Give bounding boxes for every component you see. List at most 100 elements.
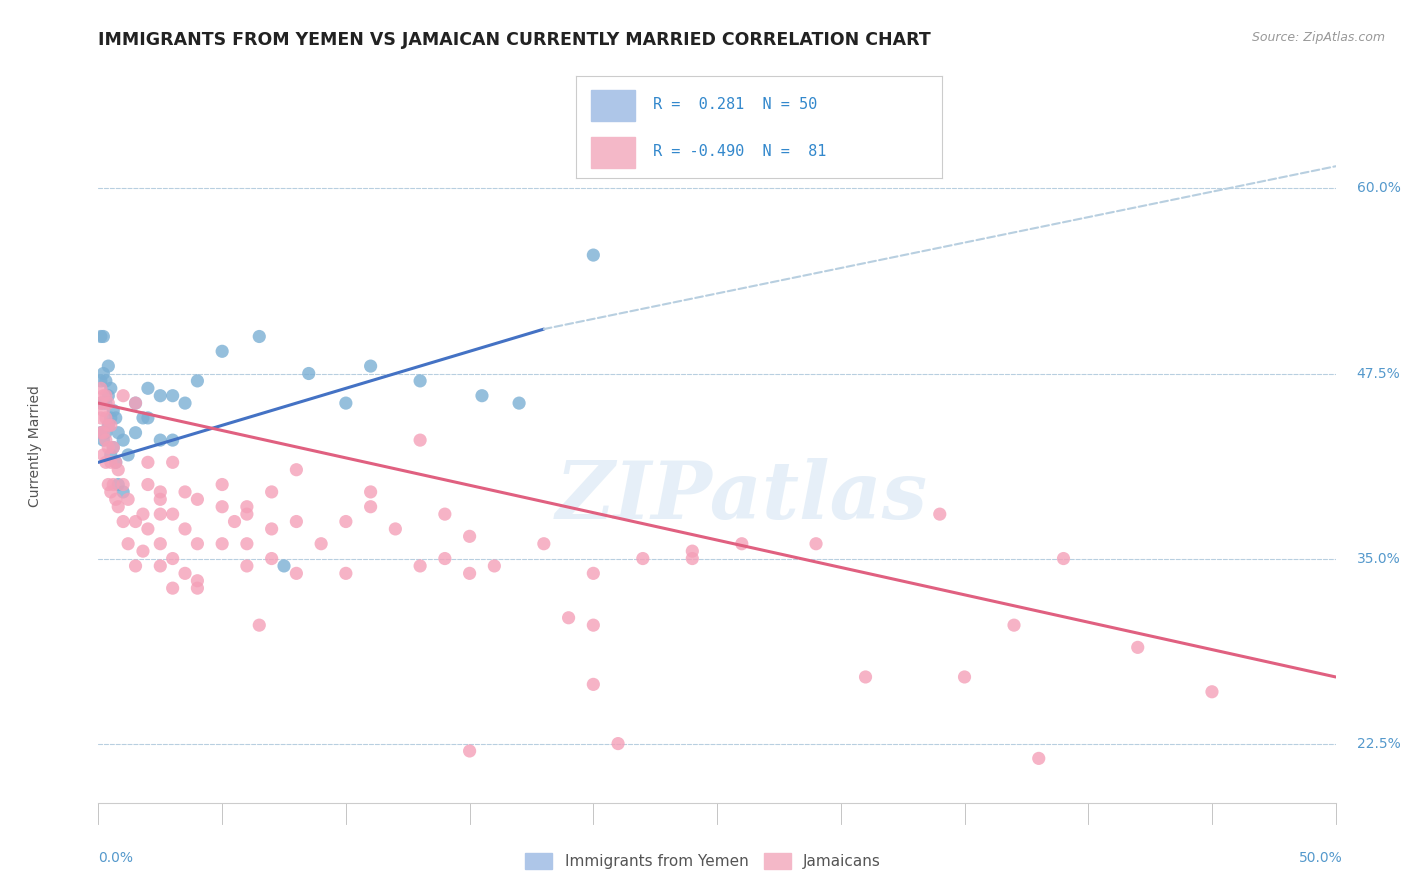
Text: Currently Married: Currently Married [28,385,42,507]
Point [1002,618,1025,632]
Point [335,566,357,581]
FancyBboxPatch shape [591,90,636,121]
Point [124,396,146,410]
Point [90,329,112,343]
Point [149,507,172,521]
Point [136,522,159,536]
Point [458,529,481,543]
Point [162,433,184,447]
Point [94,389,117,403]
Point [97,418,120,433]
Text: ZIPatlas: ZIPatlas [555,458,928,535]
Point [162,551,184,566]
Point [90,374,112,388]
Point [409,374,432,388]
Point [93,367,115,381]
Point [236,500,259,514]
Point [174,396,197,410]
Point [94,455,117,469]
Point [107,477,129,491]
Point [335,396,357,410]
Text: IMMIGRANTS FROM YEMEN VS JAMAICAN CURRENTLY MARRIED CORRELATION CHART: IMMIGRANTS FROM YEMEN VS JAMAICAN CURREN… [98,31,931,49]
Point [103,441,125,455]
Point [335,515,357,529]
Point [107,500,129,514]
Point [298,367,321,381]
Point [384,522,406,536]
Point [360,500,382,514]
Point [186,574,208,588]
Text: 35.0%: 35.0% [1357,551,1400,566]
Point [360,359,382,373]
Point [360,484,382,499]
Point [136,477,159,491]
Point [93,396,115,410]
Text: R = -0.490  N =  81: R = -0.490 N = 81 [654,145,827,160]
Point [285,463,308,477]
Point [94,425,117,440]
Point [247,329,270,343]
Point [97,396,120,410]
Point [731,537,754,551]
Point [90,381,112,395]
Point [100,484,122,499]
Text: 0.0%: 0.0% [98,851,134,865]
Point [273,558,295,573]
Point [97,389,120,403]
Point [149,389,172,403]
Point [953,670,976,684]
Point [100,455,122,469]
Point [97,441,120,455]
Point [100,448,122,462]
Point [103,403,125,417]
Text: Source: ZipAtlas.com: Source: ZipAtlas.com [1251,31,1385,45]
Legend: Immigrants from Yemen, Jamaicans: Immigrants from Yemen, Jamaicans [519,847,887,875]
Point [97,418,120,433]
Point [149,492,172,507]
Point [681,544,703,558]
Point [94,433,117,447]
Point [93,433,115,447]
Point [533,537,555,551]
Point [247,618,270,632]
Point [104,455,127,469]
Point [1028,751,1050,765]
Point [433,507,456,521]
Point [211,537,233,551]
Point [174,566,197,581]
Point [224,515,246,529]
Point [104,492,127,507]
Point [149,558,172,573]
Point [93,425,115,440]
FancyBboxPatch shape [591,137,636,168]
Point [100,418,122,433]
Point [174,484,197,499]
Point [285,566,308,581]
Text: 50.0%: 50.0% [1299,851,1343,865]
Point [112,433,135,447]
Point [174,522,197,536]
Point [285,515,308,529]
Point [260,551,283,566]
Point [103,477,125,491]
Point [631,551,654,566]
Point [93,448,115,462]
Point [162,389,184,403]
Point [100,381,122,395]
Point [260,484,283,499]
Point [124,425,146,440]
Point [855,670,877,684]
Point [117,537,139,551]
Point [162,581,184,595]
Point [1126,640,1149,655]
Text: R =  0.281  N = 50: R = 0.281 N = 50 [654,97,817,112]
Point [236,558,259,573]
Point [582,248,605,262]
Point [107,463,129,477]
Point [93,389,115,403]
Point [124,396,146,410]
Point [471,389,494,403]
Point [433,551,456,566]
Point [112,477,135,491]
Point [681,551,703,566]
